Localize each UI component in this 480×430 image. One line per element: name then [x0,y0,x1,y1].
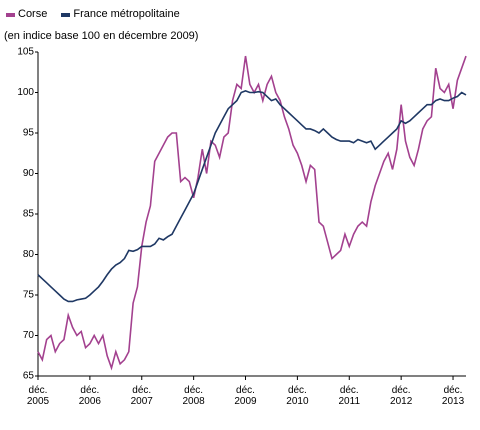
legend-swatch [61,13,71,17]
y-tick-label: 65 [23,371,35,382]
x-tick-label: déc. 2006 [78,385,101,407]
legend-label: France métropolitaine [73,8,180,20]
x-tick-label: déc. 2008 [182,385,205,407]
x-tick-label: déc. 2009 [234,385,257,407]
x-tick-label: déc. 2010 [286,385,309,407]
y-tick-label: 95 [23,128,35,139]
y-tick-label: 75 [23,290,35,301]
y-tick-label: 80 [23,249,35,260]
y-tick-label: 70 [23,330,35,341]
x-tick-label: déc. 2013 [441,385,465,407]
x-tick-label: déc. 2011 [338,385,361,407]
line-series [37,55,467,371]
y-tick-label: 105 [17,47,34,58]
line-series [37,90,467,303]
chart-subtitle: (en indice base 100 en décembre 2009) [4,30,199,42]
y-tick-label: 90 [23,168,35,179]
x-tick-label: déc. 2012 [390,385,413,407]
y-tick-label: 85 [23,209,35,220]
x-tick-label: déc. 2005 [26,385,50,407]
x-tick-label: déc. 2007 [130,385,153,407]
y-tick-label: 100 [17,87,34,98]
legend-swatch [6,13,15,17]
legend-label: Corse [18,8,48,20]
